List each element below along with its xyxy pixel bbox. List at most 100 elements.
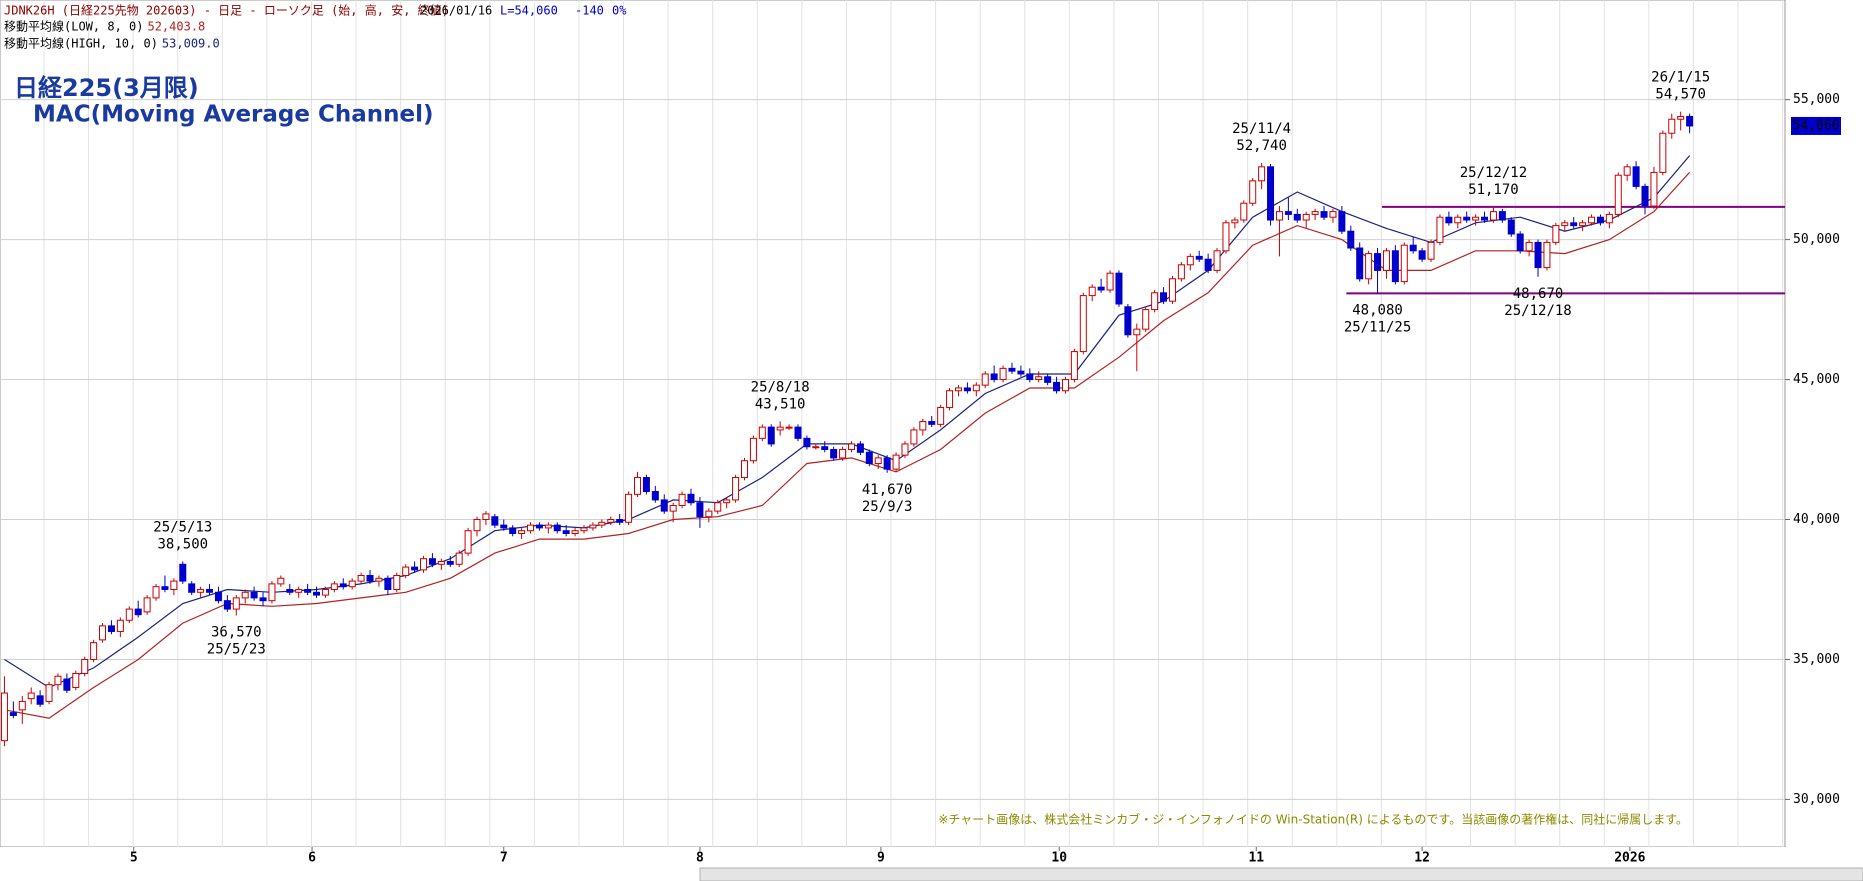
candle-body <box>1498 211 1506 221</box>
candle-body <box>339 583 347 588</box>
candle-body <box>1623 166 1631 176</box>
candle-body <box>999 367 1007 381</box>
candle-body <box>785 426 793 429</box>
candle-body <box>892 454 900 470</box>
candle-body <box>206 588 214 593</box>
scrollbar[interactable] <box>699 867 1863 881</box>
candle-body <box>580 527 588 532</box>
candle-body <box>321 588 329 596</box>
candle-body <box>1463 216 1471 221</box>
candle-body <box>544 524 552 529</box>
candle-body <box>1391 250 1399 283</box>
candle-body <box>1293 213 1301 221</box>
candle-body <box>268 583 276 602</box>
candle-body <box>634 477 641 495</box>
header-change-pct: 0% <box>612 4 627 18</box>
candle-body <box>1329 211 1337 218</box>
candle-body <box>1275 211 1283 221</box>
candle-body <box>1267 166 1275 221</box>
candle-body <box>1097 286 1105 291</box>
candle-body <box>812 446 820 449</box>
candle-body <box>107 625 115 632</box>
candle-body <box>660 499 668 512</box>
candle-body <box>1258 166 1266 182</box>
last-price-label: 54,060 <box>1793 118 1840 133</box>
candle-body <box>723 499 731 504</box>
candle-body <box>72 672 80 688</box>
candle-body <box>1552 225 1560 243</box>
candle-body <box>259 597 267 602</box>
candle-body <box>705 510 713 518</box>
candle-body <box>1284 211 1292 215</box>
candle-body <box>1044 376 1052 383</box>
annotation-date: 26/1/15 <box>1651 70 1710 86</box>
candle-body <box>687 493 695 504</box>
candle-body <box>1008 367 1016 372</box>
candle-body <box>830 449 838 459</box>
candle-body <box>919 421 927 431</box>
candle-body <box>758 426 766 439</box>
candle-body <box>125 608 133 621</box>
candle-body <box>972 384 980 392</box>
candle-body <box>1160 292 1168 302</box>
candle-body <box>1374 253 1382 271</box>
candle-body <box>740 460 748 479</box>
x-tick-label: 12 <box>1414 851 1430 866</box>
legend-value: 52,403.8 <box>147 20 205 34</box>
candle-body <box>874 457 882 465</box>
x-tick-label: 11 <box>1248 851 1264 866</box>
candle-body <box>1516 233 1524 252</box>
x-tick-label: 6 <box>308 851 316 866</box>
candle-body <box>1053 381 1061 392</box>
candle-body <box>1177 264 1185 280</box>
annotation-date: 25/12/12 <box>1460 165 1527 181</box>
candle-body <box>678 493 686 507</box>
y-tick-label: 30,000 <box>1793 792 1840 807</box>
y-tick-label: 50,000 <box>1793 232 1840 247</box>
candle-body <box>99 625 107 641</box>
x-tick-label: 8 <box>696 851 704 866</box>
candle-body <box>170 580 178 590</box>
candle-body <box>1570 222 1578 227</box>
chart-title: 日経225(3月限) <box>14 74 199 102</box>
candle-body <box>696 502 704 518</box>
candle-body <box>1320 211 1328 218</box>
candle-body <box>223 600 231 610</box>
candle-body <box>527 524 535 532</box>
candle-body <box>767 426 775 445</box>
annotation-date: 25/5/23 <box>207 642 266 658</box>
candle-body <box>313 591 321 596</box>
candle-body <box>286 588 294 593</box>
candle-body <box>188 583 196 593</box>
y-tick-label: 55,000 <box>1793 92 1840 107</box>
candle-body <box>330 583 338 590</box>
candle-body <box>1070 351 1078 381</box>
candle-body <box>1240 202 1248 221</box>
candle-body <box>36 695 44 705</box>
annotation-date: 25/12/18 <box>1504 303 1571 319</box>
candle-body <box>616 519 624 523</box>
candle-body <box>1418 250 1426 260</box>
candle-body <box>473 519 481 532</box>
candle-body <box>928 421 936 425</box>
annotation-date: 25/11/25 <box>1344 319 1411 335</box>
annotation-price: 48,080 <box>1352 302 1403 318</box>
candle-body <box>535 524 543 529</box>
y-tick-label: 35,000 <box>1793 652 1840 667</box>
candle-body <box>1436 216 1444 243</box>
annotation-price: 54,570 <box>1655 87 1706 103</box>
candle-body <box>161 586 169 590</box>
candle-body <box>1481 216 1489 221</box>
x-tick-label: 2026 <box>1614 851 1645 866</box>
candle-body <box>1249 180 1257 204</box>
x-tick-label: 10 <box>1051 851 1067 866</box>
candle-body <box>27 692 35 700</box>
candle-body <box>1186 255 1194 266</box>
candle-body <box>375 577 383 582</box>
week-grid <box>43 0 1784 847</box>
candle-body <box>116 619 124 632</box>
candle-body <box>669 505 677 512</box>
ma-line <box>4 171 1691 719</box>
candle-body <box>518 530 526 535</box>
candle-body <box>839 449 847 459</box>
